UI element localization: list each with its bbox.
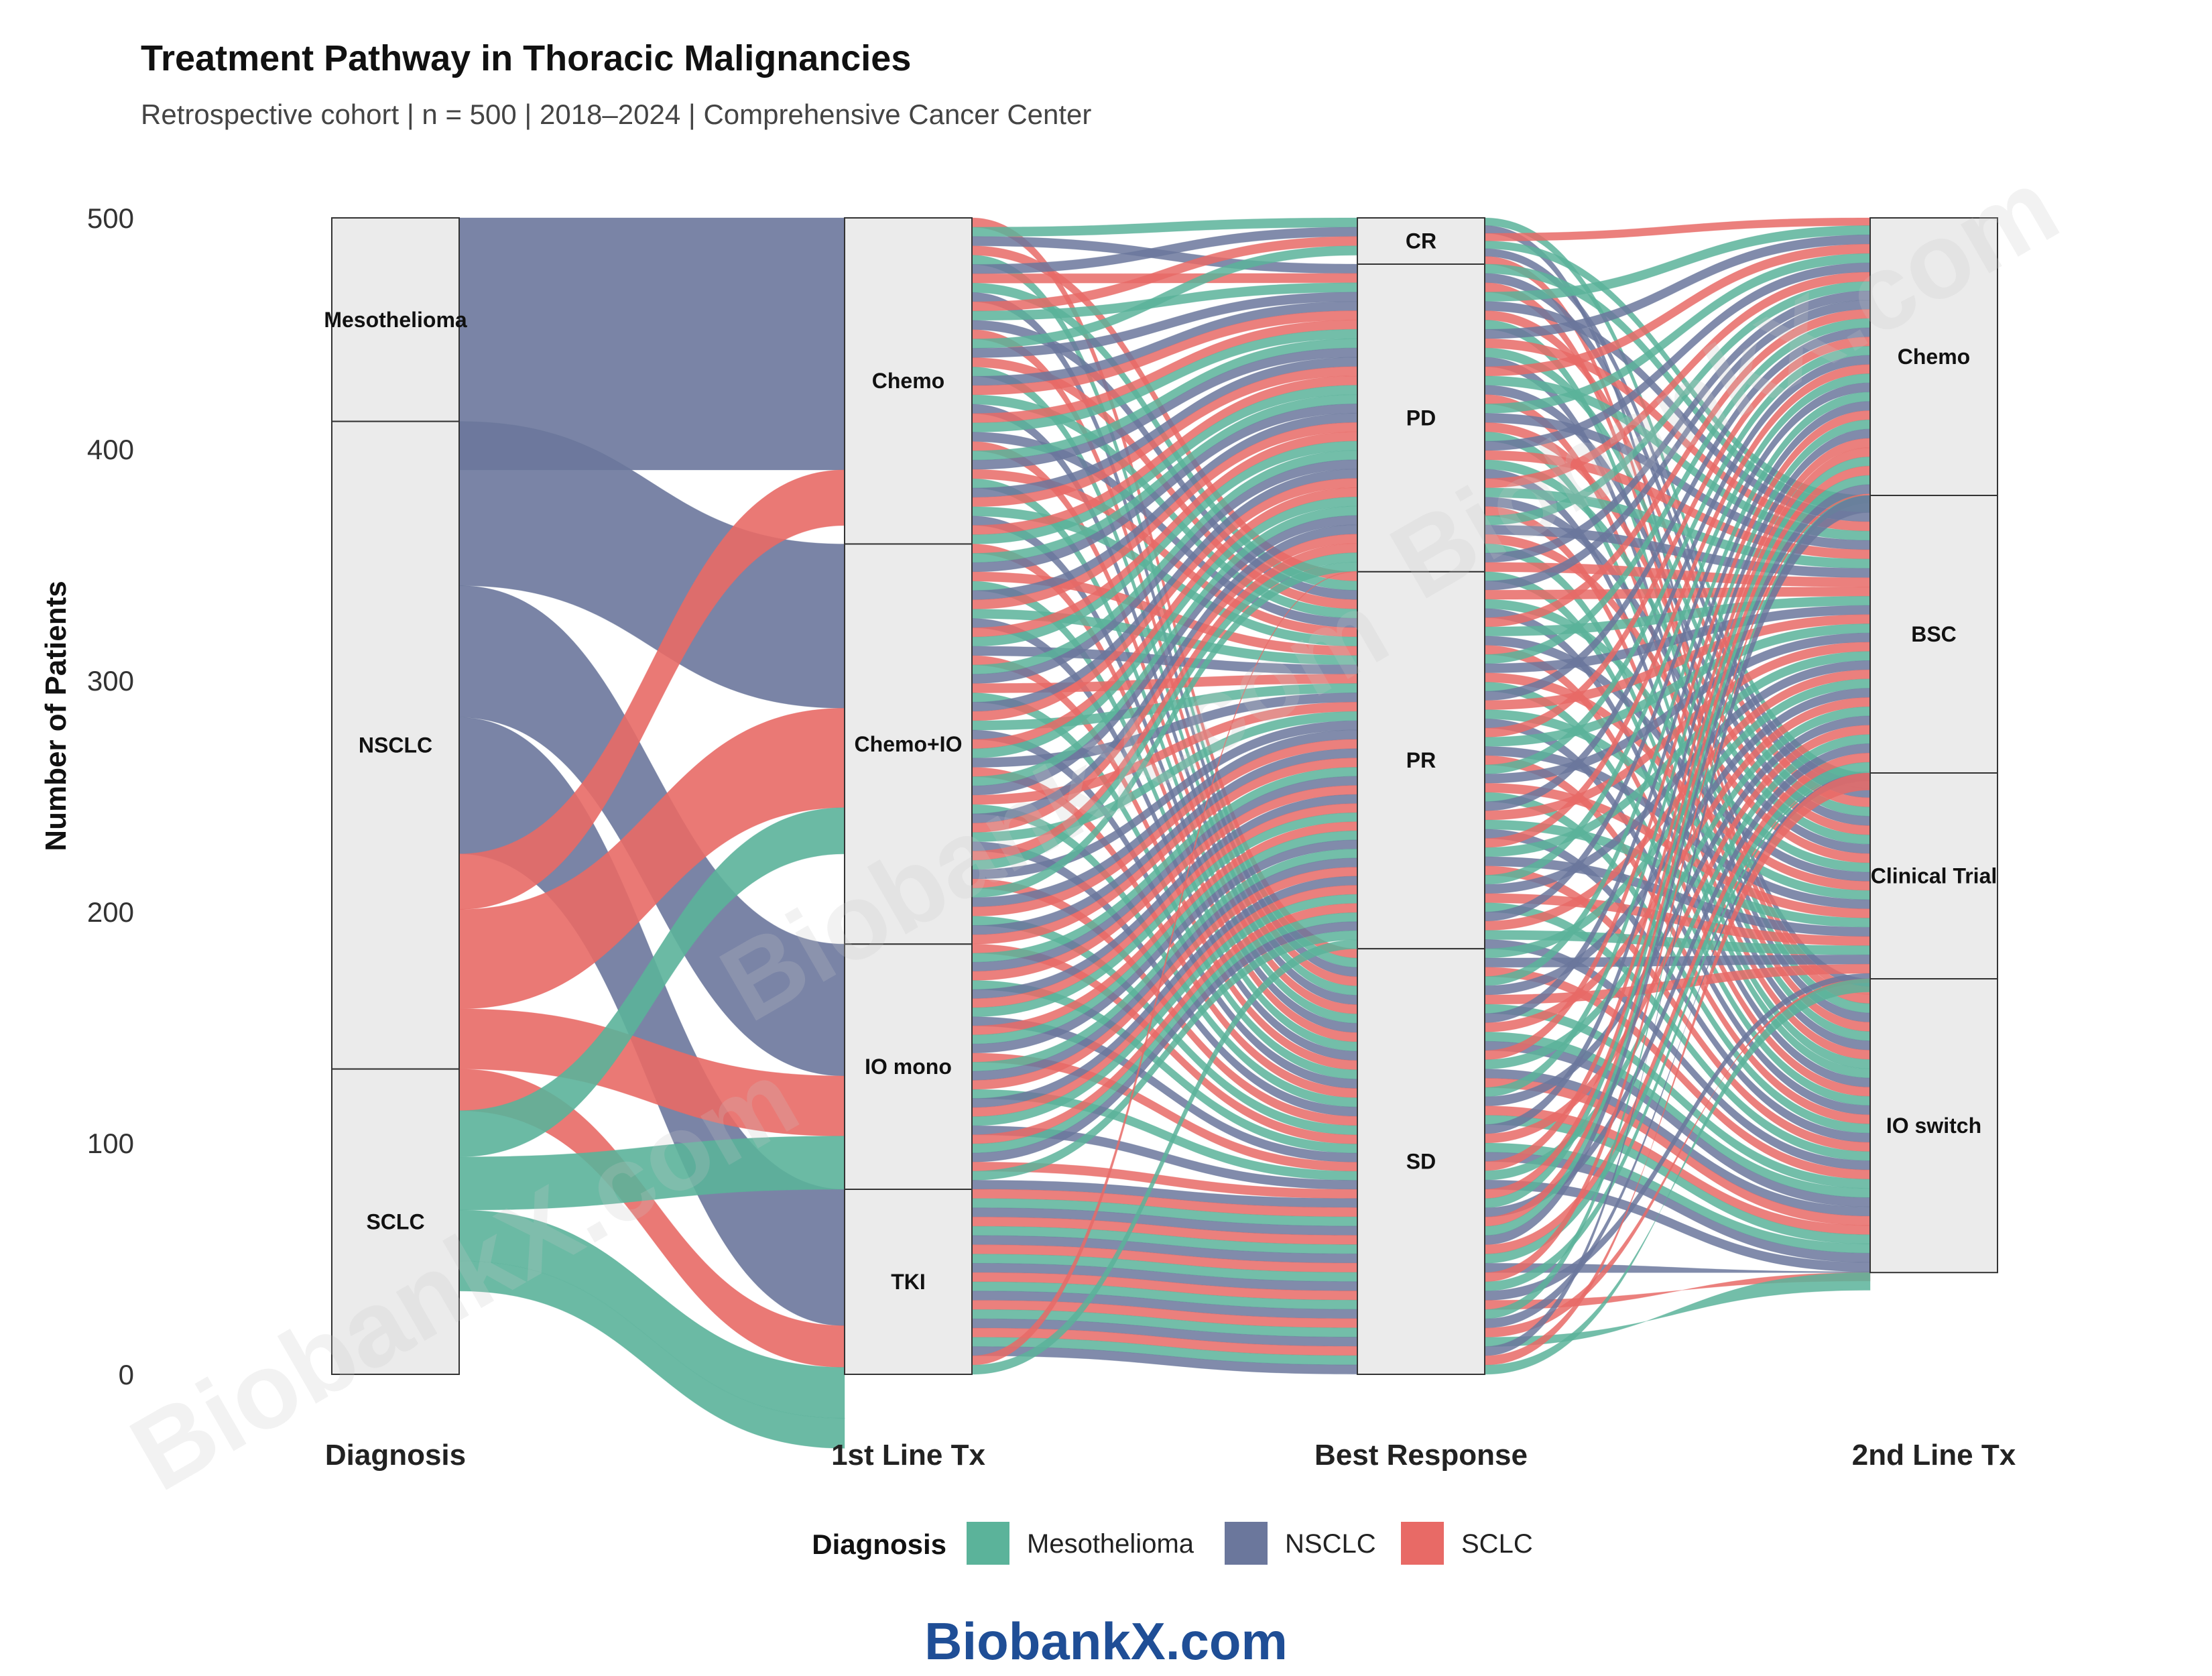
stratum-pr (1357, 571, 1485, 950)
stratum-label-tki: TKI (891, 1270, 926, 1294)
axis-label-best-response: Best Response (1314, 1439, 1528, 1472)
chart-subtitle: Retrospective cohort | n = 500 | 2018–20… (141, 99, 1091, 130)
stratum-clinical-trial (1869, 772, 1998, 980)
brand-footer: BiobankX.com (924, 1612, 1288, 1671)
axis-label-1st-line-tx: 1st Line Tx (831, 1439, 985, 1472)
flow-sclc-to-tki (458, 1260, 845, 1449)
stratum-label-io-mono: IO mono (865, 1055, 952, 1079)
stratum-label-pd: PD (1406, 406, 1436, 430)
stratum-label-bsc: BSC (1911, 622, 1957, 646)
legend-label-mesothelioma: Mesothelioma (1027, 1529, 1194, 1559)
legend-swatch-sclc (1401, 1522, 1444, 1565)
flows-layer (458, 217, 1871, 1449)
legend-label-nsclc: NSCLC (1285, 1529, 1376, 1559)
y-tick-label: 100 (87, 1128, 134, 1159)
stratum-chemo (1869, 217, 1998, 496)
stratum-sclc (331, 1068, 460, 1375)
axis-label-diagnosis: Diagnosis (325, 1439, 466, 1472)
stratum-label-chemo: Chemo (1898, 345, 1970, 369)
stratum-label-chemo: Chemo (872, 369, 944, 393)
stratum-chemo (844, 217, 973, 545)
y-tick-label: 0 (119, 1359, 134, 1390)
stratum-label-mesothelioma: Mesothelioma (324, 308, 467, 332)
legend-swatch-mesothelioma (967, 1522, 1009, 1565)
chart-title: Treatment Pathway in Thoracic Malignanci… (141, 38, 911, 78)
legend: Diagnosis Mesothelioma NSCLC SCLC (812, 1522, 1533, 1565)
stratum-pd (1357, 263, 1485, 573)
stratum-label-sd: SD (1406, 1150, 1436, 1174)
y-tick-label: 200 (87, 896, 134, 928)
y-tick-label: 400 (87, 434, 134, 465)
legend-title: Diagnosis (812, 1529, 946, 1560)
strata-layer: Mesothelioma NSCLC SCLC Chemo Chemo+IO IO mon… (324, 217, 1998, 1375)
stratum-label-cr: CR (1406, 229, 1436, 253)
stratum-nsclc (331, 420, 460, 1070)
legend-swatch-nsclc (1225, 1522, 1268, 1565)
y-tick-label: 500 (87, 202, 134, 234)
stratum-io-switch (1869, 978, 1998, 1274)
stratum-label-nsclc: NSCLC (359, 733, 432, 758)
x-axis: Diagnosis 1st Line Tx Best Response 2nd Lin… (325, 1439, 2016, 1472)
stratum-sd (1357, 948, 1485, 1375)
stratum-label-sclc: SCLC (366, 1209, 424, 1234)
stratum-io-mono (844, 943, 973, 1191)
stratum-bsc (1869, 495, 1998, 774)
stratum-label-io-switch: IO switch (1886, 1114, 1981, 1138)
stratum-label-pr: PR (1406, 748, 1436, 772)
y-axis-label: Number of Patients (40, 581, 72, 851)
y-tick-label: 300 (87, 665, 134, 697)
axis-label-2nd-line-tx: 2nd Line Tx (1852, 1439, 2016, 1472)
stratum-mesothelioma (331, 217, 460, 422)
stratum-tki (844, 1189, 973, 1375)
y-axis: 0 100 200 300 400 500 (87, 202, 134, 1390)
legend-label-sclc: SCLC (1461, 1529, 1533, 1559)
stratum-chemo-io (844, 543, 973, 945)
stratum-label-clinical-trial: Clinical Trial (1871, 864, 1998, 888)
stratum-label-chemo-io: Chemo+IO (855, 732, 963, 756)
stratum-cr (1357, 217, 1485, 265)
